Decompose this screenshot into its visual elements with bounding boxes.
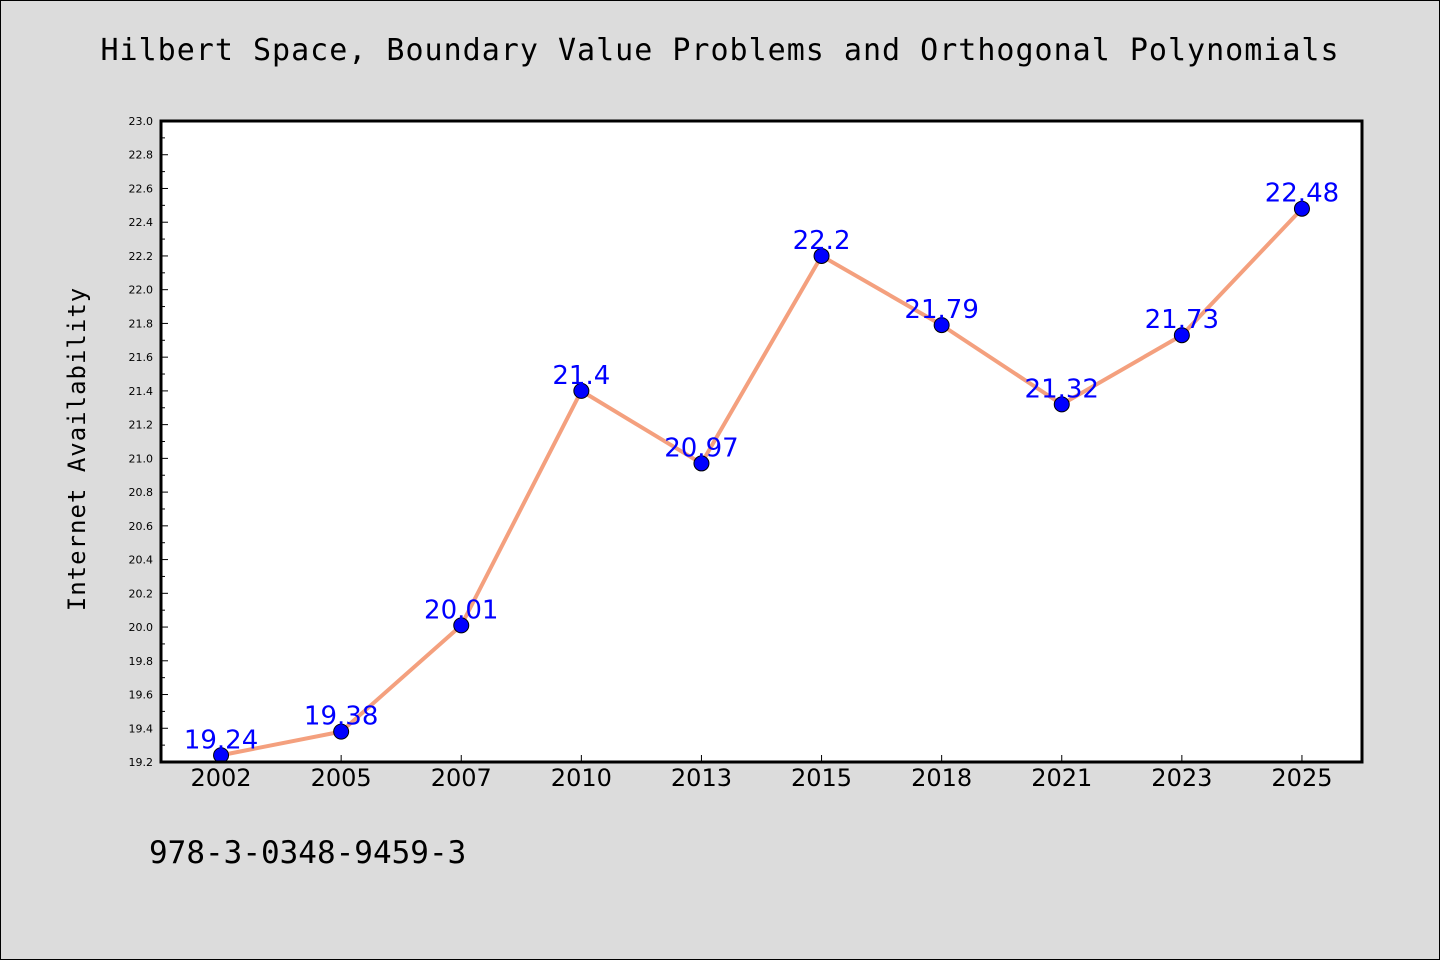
data-label: 20.97 [664,433,738,463]
y-tick-label: 22.2 [129,250,154,263]
x-tick-label: 2013 [671,764,732,792]
y-tick-label: 19.8 [129,655,154,668]
data-label: 20.01 [424,595,498,625]
y-tick-label: 21.4 [129,385,154,398]
y-tick-label: 21.2 [129,419,154,432]
series-line [220,207,1304,758]
y-tick-label: 20.6 [129,520,154,533]
y-tick-label: 19.4 [129,722,154,735]
y-tick-label: 21.8 [129,317,154,330]
y-tick-label: 22.4 [129,216,154,229]
data-point [1173,327,1190,344]
data-point [333,723,350,740]
data-point [1053,396,1070,413]
chart-title: Hilbert Space, Boundary Value Problems a… [100,33,1340,68]
data-label: 19.38 [304,702,378,732]
data-label: 21.79 [904,295,978,325]
data-label: 21.73 [1145,305,1219,335]
data-point [813,247,830,264]
y-tick-label: 21.6 [129,351,154,364]
data-point [693,455,710,472]
y-tick-label: 19.6 [129,689,154,702]
y-tick-label: 23.0 [129,115,154,128]
y-tick-label: 22.8 [129,149,154,162]
y-axis: 19.2 19.4 19.6 19.8 20.0 20.2 20.4 20.6 20.8 21.0… [129,115,168,769]
data-point [573,382,590,399]
data-label: 22.48 [1265,179,1339,209]
x-tick-label: 2015 [791,764,852,792]
data-label: 19.24 [184,725,258,755]
data-label: 22.2 [793,226,851,256]
data-point [453,617,470,634]
x-tick-label: 2018 [911,764,972,792]
x-tick-label: 2025 [1271,764,1332,792]
y-tick-label: 22.6 [129,182,154,195]
y-tick-label: 21.0 [129,452,154,465]
plot-area [161,121,1362,762]
x-axis: 2002 2005 2007 2010 2013 2015 2018 2021 2023 2025 [191,755,1332,792]
x-tick-label: 2023 [1151,764,1212,792]
data-point [1293,200,1310,217]
x-tick-label: 2021 [1031,764,1092,792]
data-label: 21.32 [1025,374,1099,404]
isbn-code: 978-3-0348-9459-3 [149,835,467,871]
x-tick-label: 2005 [311,764,372,792]
y-tick-label: 19.2 [129,756,154,769]
data-label-layer: 19.24 19.38 20.01 21.4 20.97 22.2 21.79 21.32 21… [184,179,1339,756]
plot-frame [159,119,1364,764]
y-tick-label: 20.8 [129,486,154,499]
data-label: 21.4 [552,361,610,391]
x-tick-label: 2010 [551,764,612,792]
y-tick-label: 20.2 [129,587,154,600]
y-tick-label: 20.0 [129,621,154,634]
y-tick-label: 20.4 [129,554,154,567]
x-tick-label: 2002 [191,764,252,792]
x-tick-label: 2007 [431,764,492,792]
data-point [933,317,950,334]
y-tick-label: 22.0 [129,284,154,297]
